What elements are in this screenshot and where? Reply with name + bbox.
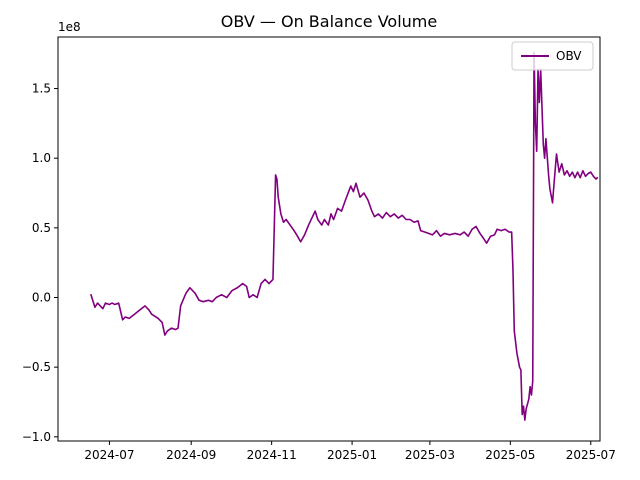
x-tick-label: 2024-11 — [247, 448, 297, 462]
series-line-obv — [90, 51, 599, 421]
series-layer — [90, 51, 599, 421]
x-tick-label: 2025-05 — [485, 448, 535, 462]
x-tick-label: 2025-07 — [566, 448, 616, 462]
x-tick-label: 2024-07 — [84, 448, 134, 462]
plot-frame — [57, 36, 601, 442]
y-tick-label: −1.0 — [22, 430, 51, 444]
x-tick-label: 2025-03 — [405, 448, 455, 462]
legend-label-obv: OBV — [556, 49, 582, 63]
y-axis: −1.0 −0.5 0.0 0.5 1.0 1.5 — [22, 82, 58, 444]
y-tick-label: 0.5 — [32, 221, 51, 235]
y-tick-label: −0.5 — [22, 360, 51, 374]
x-tick-label: 2025-01 — [327, 448, 377, 462]
legend: OBV — [511, 41, 594, 71]
y-tick-label: 1.5 — [32, 82, 51, 96]
chart-title: OBV — On Balance Volume — [221, 12, 437, 31]
y-tick-label: 0.0 — [32, 291, 51, 305]
x-tick-label: 2024-09 — [166, 448, 216, 462]
x-axis: 2024-07 2024-09 2024-11 2025-01 2025-03 2025-… — [84, 441, 616, 462]
legend-box — [511, 41, 594, 71]
y-offset-label: 1e8 — [58, 20, 81, 34]
y-tick-label: 1.0 — [32, 151, 51, 165]
